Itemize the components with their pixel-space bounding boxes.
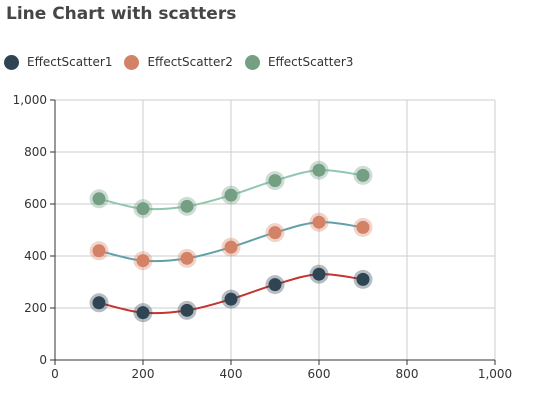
legend-marker-effectscatter3 — [244, 54, 260, 70]
y-tick-label: 1,000 — [13, 93, 47, 107]
y-tick-label: 600 — [24, 197, 47, 211]
y-tick-label: 200 — [24, 301, 47, 315]
legend-item-effectscatter1[interactable]: EffectScatter1 — [4, 54, 113, 70]
data-point — [180, 303, 194, 317]
data-point — [92, 192, 106, 206]
legend-label: EffectScatter2 — [147, 55, 233, 69]
x-tick-label: 0 — [51, 367, 59, 381]
y-tick-label: 800 — [24, 145, 47, 159]
legend-item-effectscatter2[interactable]: EffectScatter2 — [124, 54, 233, 70]
legend-marker-effectscatter1 — [4, 54, 19, 70]
data-point — [180, 199, 194, 213]
data-point — [356, 272, 370, 286]
data-point — [136, 306, 150, 320]
data-point — [312, 267, 326, 281]
data-point — [356, 168, 370, 182]
data-point — [136, 254, 150, 268]
x-tick-label: 400 — [220, 367, 243, 381]
x-tick-label: 1,000 — [478, 367, 512, 381]
data-point — [268, 226, 282, 240]
data-point — [224, 292, 238, 306]
x-tick-label: 200 — [132, 367, 155, 381]
legend-item-effectscatter3[interactable]: EffectScatter3 — [244, 54, 354, 70]
y-tick-label: 400 — [24, 249, 47, 263]
data-point — [92, 296, 106, 310]
y-tick-label: 0 — [39, 353, 47, 367]
data-point — [92, 244, 106, 258]
x-tick-label: 800 — [396, 367, 419, 381]
data-point — [312, 163, 326, 177]
legend: EffectScatter1 EffectScatter2 EffectScat… — [4, 52, 365, 72]
data-point — [268, 278, 282, 292]
data-point — [180, 251, 194, 265]
data-point — [136, 202, 150, 216]
data-point — [224, 240, 238, 254]
data-point — [268, 174, 282, 188]
legend-label: EffectScatter3 — [267, 55, 354, 69]
legend-label: EffectScatter1 — [27, 55, 113, 69]
data-point — [356, 220, 370, 234]
data-point — [312, 215, 326, 229]
x-tick-label: 600 — [308, 367, 331, 381]
chart-title: Line Chart with scatters — [6, 4, 237, 24]
data-point — [224, 188, 238, 202]
legend-marker-effectscatter2 — [124, 54, 140, 70]
